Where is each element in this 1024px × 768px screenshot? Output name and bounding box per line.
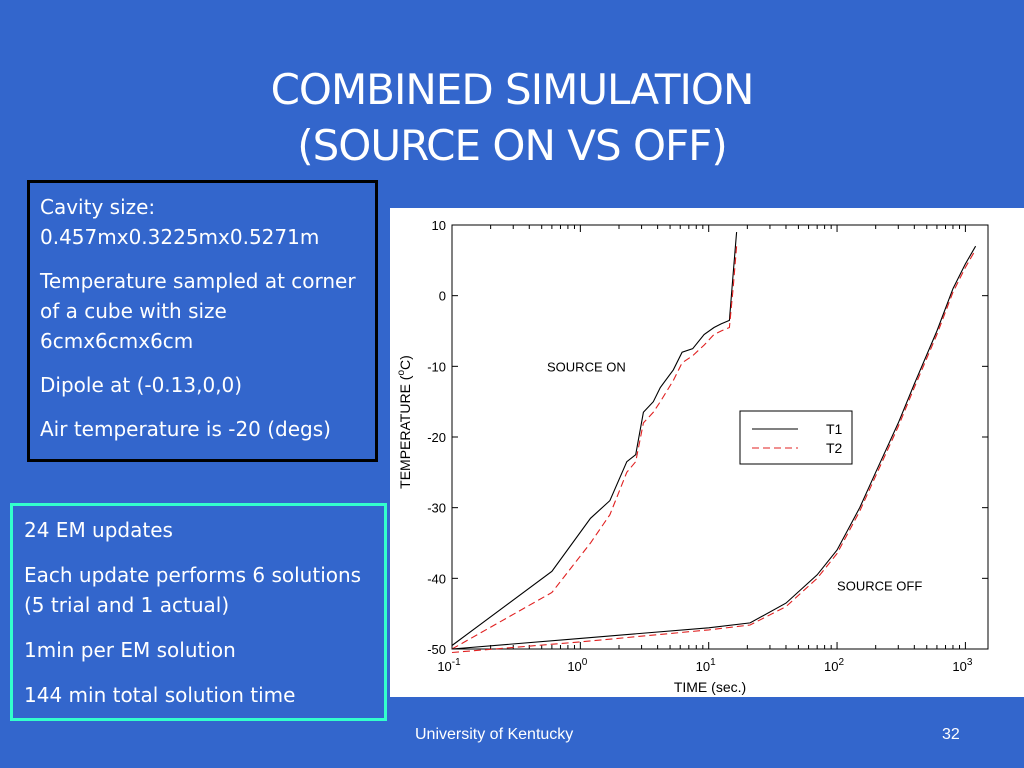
y-axis-label: TEMPERATURE (oC) [396,355,413,489]
y-tick-label: -20 [427,430,446,445]
y-tick-label: -40 [427,571,446,586]
y-tick-label: -10 [427,359,446,374]
y-tick-label: 10 [432,218,446,233]
simulation-setup-box: Cavity size: 0.457mx0.3225mx0.5271m Temp… [27,180,378,462]
y-tick-label: -50 [427,642,446,657]
footer-institution: University of Kentucky [415,726,574,743]
x-axis-label: TIME (sec.) [674,679,746,695]
footer-page-number: 32 [942,726,960,743]
x-tick-label: 103 [952,657,972,674]
legend-label-t2: T2 [826,440,843,456]
timing-line: 24 EM updates [24,518,173,542]
series-line-t1-source-off [451,245,977,650]
x-tick-label: 100 [567,657,587,674]
series-line-t1-source-on [451,232,738,646]
annotation-label: SOURCE ON [547,359,626,374]
timing-line: 144 min total solution time [24,683,296,707]
annotation-label: SOURCE OFF [837,578,922,593]
y-tick-label: 0 [439,289,446,304]
setup-line: Cavity size: 0.457mx0.3225mx0.5271m [40,195,320,249]
y-tick-label: -30 [427,501,446,516]
solution-time-box: 24 EM updates Each update performs 6 sol… [10,503,387,721]
temperature-chart-panel: 10 0 -10 -20 -30 -40 -50 10-1 100 101 102 103 TIME (… [390,208,1024,697]
setup-line: Temperature sampled at corner of a cube … [40,269,356,353]
x-tick-label: 10-1 [437,657,461,674]
setup-line: Air temperature is -20 (degs) [40,417,331,441]
title-line-1: COMBINED SIMULATION [270,65,755,114]
timing-line: 1min per EM solution [24,638,236,662]
series-line-t2-source-on [451,246,738,650]
setup-line: Dipole at (-0.13,0,0) [40,373,243,397]
series-line-t2-source-off [451,249,977,654]
title-line-2: (SOURCE ON VS OFF) [297,121,727,170]
legend-box [739,410,853,465]
legend-label-t1: T1 [826,421,843,437]
slide-title: COMBINED SIMULATION (SOURCE ON VS OFF) [0,62,1024,174]
x-tick-label: 102 [824,657,844,674]
x-tick-label: 101 [696,657,716,674]
timing-line: Each update performs 6 solutions (5 tria… [24,563,362,617]
